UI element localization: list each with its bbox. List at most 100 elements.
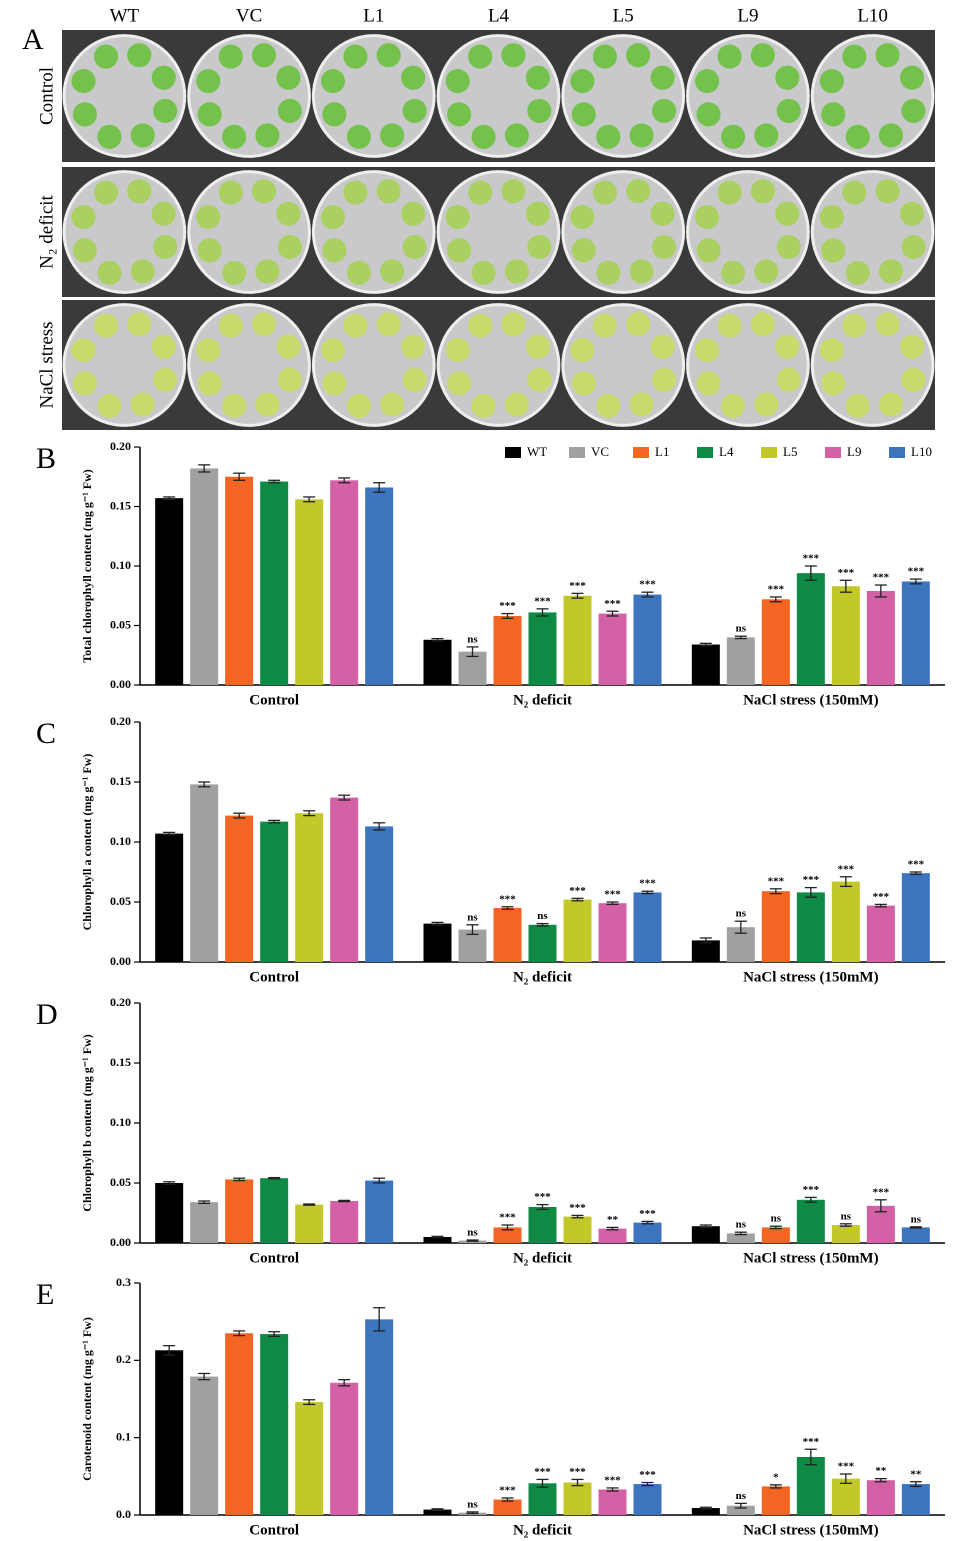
leaf-disc bbox=[97, 125, 121, 149]
bar bbox=[634, 595, 662, 685]
y-tick-label: 0.05 bbox=[110, 894, 131, 908]
leaf-disc bbox=[718, 181, 742, 205]
significance-label: *** bbox=[534, 595, 551, 607]
leaf-disc bbox=[403, 99, 427, 123]
leaf-disc bbox=[777, 235, 801, 259]
petri-dish bbox=[313, 305, 434, 426]
leaf-disc bbox=[71, 69, 95, 93]
bar bbox=[529, 612, 557, 685]
leaf-disc bbox=[593, 314, 617, 338]
bar bbox=[225, 1333, 253, 1515]
y-tick-label: 0.0 bbox=[116, 1507, 131, 1521]
leaf-disc bbox=[321, 338, 345, 362]
bar bbox=[599, 1229, 627, 1243]
leaf-disc bbox=[131, 259, 155, 283]
leaf-disc bbox=[754, 392, 778, 416]
leaf-disc bbox=[198, 371, 222, 395]
significance-label: *** bbox=[803, 874, 820, 886]
significance-label: ns bbox=[736, 1219, 747, 1231]
leaf-disc bbox=[153, 99, 177, 123]
x-tick-label: NaCl stress (150mM) bbox=[743, 969, 879, 985]
bar bbox=[529, 1207, 557, 1243]
bar bbox=[564, 900, 592, 962]
bar bbox=[832, 882, 860, 962]
leaf-disc bbox=[629, 123, 653, 147]
bar bbox=[867, 906, 895, 962]
x-tick-label: N₂ deficit bbox=[513, 1522, 572, 1538]
bar bbox=[190, 784, 218, 962]
leaf-disc bbox=[347, 261, 371, 285]
significance-label: ns bbox=[911, 1213, 922, 1225]
leaf-disc bbox=[94, 45, 118, 69]
column-label: L1 bbox=[363, 5, 384, 26]
bar bbox=[564, 1483, 592, 1515]
bar bbox=[424, 924, 452, 962]
leaf-disc bbox=[321, 205, 345, 229]
panel-label: A bbox=[22, 23, 44, 56]
leaf-disc bbox=[775, 202, 799, 226]
leaf-disc bbox=[219, 314, 243, 338]
significance-label: ns bbox=[771, 1213, 782, 1225]
significance-label: *** bbox=[604, 598, 621, 610]
column-label: L9 bbox=[737, 5, 758, 26]
bar bbox=[260, 822, 288, 962]
significance-label: *** bbox=[534, 1466, 551, 1478]
legend-swatch bbox=[889, 447, 905, 458]
leaf-disc bbox=[276, 202, 300, 226]
bar bbox=[692, 1226, 720, 1243]
petri-dish bbox=[64, 36, 185, 157]
leaf-disc bbox=[570, 69, 594, 93]
bar bbox=[692, 940, 720, 962]
leaf-disc bbox=[278, 235, 302, 259]
leaf-disc bbox=[347, 125, 371, 149]
y-axis-label: Chlorophyll b content (mg g⁻¹ Fw) bbox=[80, 1034, 94, 1211]
petri-dish bbox=[812, 305, 933, 426]
leaf-disc bbox=[527, 99, 551, 123]
leaf-disc bbox=[255, 259, 279, 283]
y-tick-label: 0.05 bbox=[110, 617, 131, 631]
y-tick-label: 0.00 bbox=[110, 954, 131, 968]
y-axis-label: Total chlorophyll content (mg g⁻¹ Fw) bbox=[80, 469, 94, 663]
significance-label: *** bbox=[569, 1202, 586, 1214]
leaf-disc bbox=[196, 338, 220, 362]
bar bbox=[634, 1223, 662, 1243]
petri-dish bbox=[64, 305, 185, 426]
significance-label: *** bbox=[873, 891, 890, 903]
leaf-disc bbox=[570, 205, 594, 229]
petri-dish bbox=[189, 36, 310, 157]
leaf-disc bbox=[377, 43, 401, 67]
legend-label: L1 bbox=[655, 444, 669, 459]
leaf-disc bbox=[276, 66, 300, 90]
legend-swatch bbox=[505, 447, 521, 458]
leaf-disc bbox=[447, 238, 471, 262]
panel-label: B bbox=[36, 442, 56, 475]
significance-label: ns bbox=[537, 910, 548, 922]
column-label: WT bbox=[110, 5, 140, 26]
leaf-disc bbox=[718, 45, 742, 69]
bar bbox=[155, 1183, 183, 1243]
significance-label: *** bbox=[499, 893, 516, 905]
leaf-disc bbox=[97, 394, 121, 418]
leaf-disc bbox=[842, 181, 866, 205]
leaf-disc bbox=[626, 43, 650, 67]
y-tick-label: 0.00 bbox=[110, 677, 131, 691]
leaf-disc bbox=[94, 314, 118, 338]
y-tick-label: 0.15 bbox=[110, 774, 131, 788]
leaf-disc bbox=[846, 125, 870, 149]
leaf-disc bbox=[777, 368, 801, 392]
leaf-disc bbox=[252, 312, 276, 336]
bar bbox=[155, 1350, 183, 1515]
petri-dish bbox=[563, 305, 684, 426]
bar bbox=[797, 892, 825, 962]
y-tick-label: 0.2 bbox=[116, 1352, 131, 1366]
significance-label: *** bbox=[768, 875, 785, 887]
leaf-disc bbox=[252, 43, 276, 67]
leaf-disc bbox=[696, 102, 720, 126]
y-tick-label: 0.1 bbox=[116, 1429, 131, 1443]
bar bbox=[797, 1200, 825, 1243]
bar bbox=[832, 1225, 860, 1243]
leaf-disc bbox=[446, 69, 470, 93]
bar bbox=[295, 499, 323, 685]
y-tick-label: 0.15 bbox=[110, 1055, 131, 1069]
leaf-disc bbox=[842, 314, 866, 338]
